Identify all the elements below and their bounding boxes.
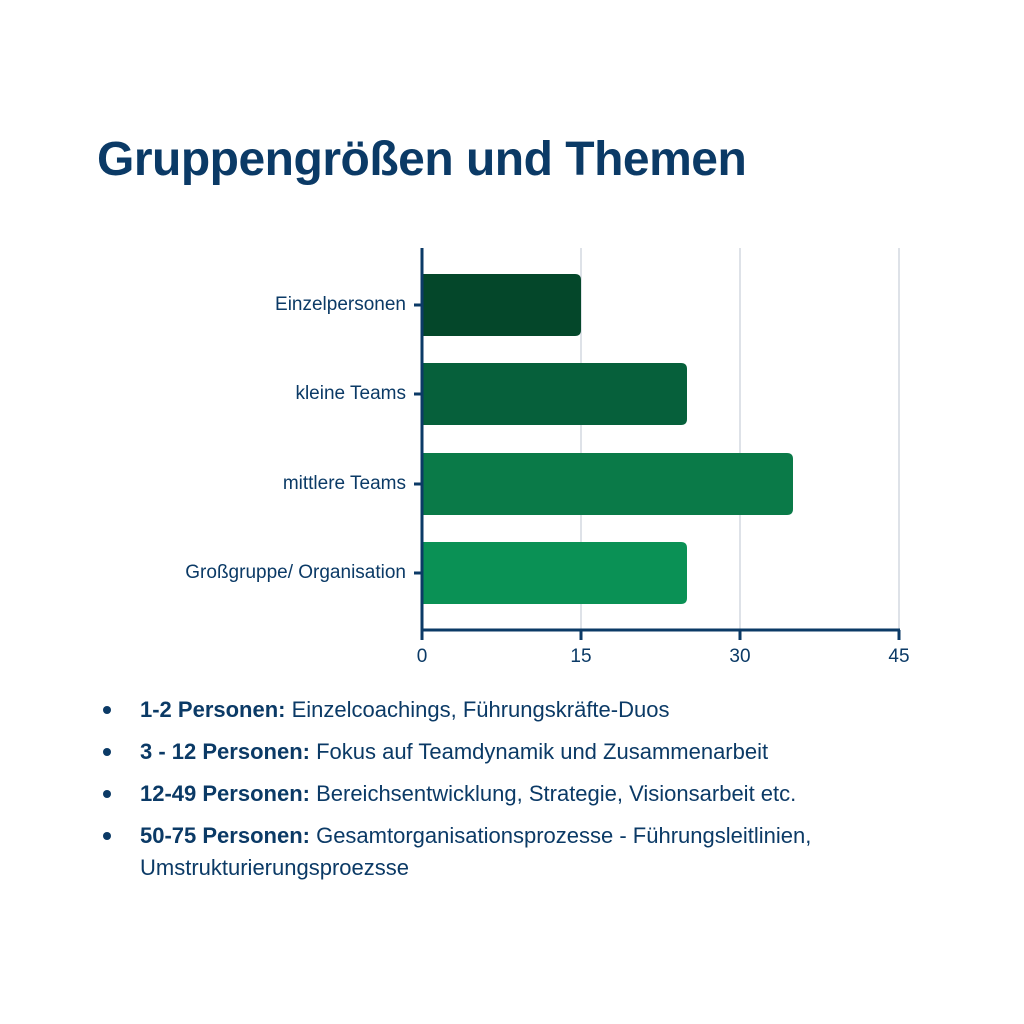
topic-list: 1-2 Personen: Einzelcoachings, Führungsk… [100,694,960,894]
bullet-icon [103,832,111,840]
chart-plot-area [414,248,901,640]
y-axis-label: Großgruppe/ Organisation [185,562,406,583]
bullet-icon [103,748,111,756]
bar-mittlere-teams [422,453,793,515]
topic-description: Gesamtorganisationsprozesse - Führungsle… [140,823,812,880]
x-axis-tick-label: 0 [416,646,428,667]
list-item: 1-2 Personen: Einzelcoachings, Führungsk… [100,694,960,726]
x-axis-tick-label: 45 [888,646,910,667]
topic-description: Fokus auf Teamdynamik und Zusammenarbeit [309,739,769,764]
x-axis-tick-label: 15 [570,646,592,667]
list-item: 3 - 12 Personen: Fokus auf Teamdynamik u… [100,736,960,768]
bullet-icon [103,706,111,714]
list-item: 50-75 Personen: Gesamtorganisationsproze… [100,820,960,884]
group-size-label: 1-2 Personen: [140,697,286,722]
bar-gro-gruppe-organisation [422,542,687,604]
bullet-icon [103,790,111,798]
bar-chart: Einzelpersonen kleine Teams mittlere Teams… [185,248,910,667]
x-axis-tick-label: 30 [729,646,751,667]
page-title: Gruppengrößen und Themen [97,133,747,186]
list-item: 12-49 Personen: Bereichsentwicklung, Str… [100,778,960,810]
bar-kleine-teams [422,363,687,425]
group-size-label: 12-49 Personen: [140,781,310,806]
bar-einzelpersonen [422,274,581,336]
y-axis-label: Einzelpersonen [275,294,406,315]
y-axis-label: mittlere Teams [282,473,406,494]
topic-description: Einzelcoachings, Führungskräfte-Duos [285,697,670,722]
group-size-label: 50-75 Personen: [140,823,310,848]
y-axis-label: kleine Teams [295,383,406,404]
topic-description: Bereichsentwicklung, Strategie, Visionsa… [309,781,797,806]
group-size-label: 3 - 12 Personen: [140,739,310,764]
